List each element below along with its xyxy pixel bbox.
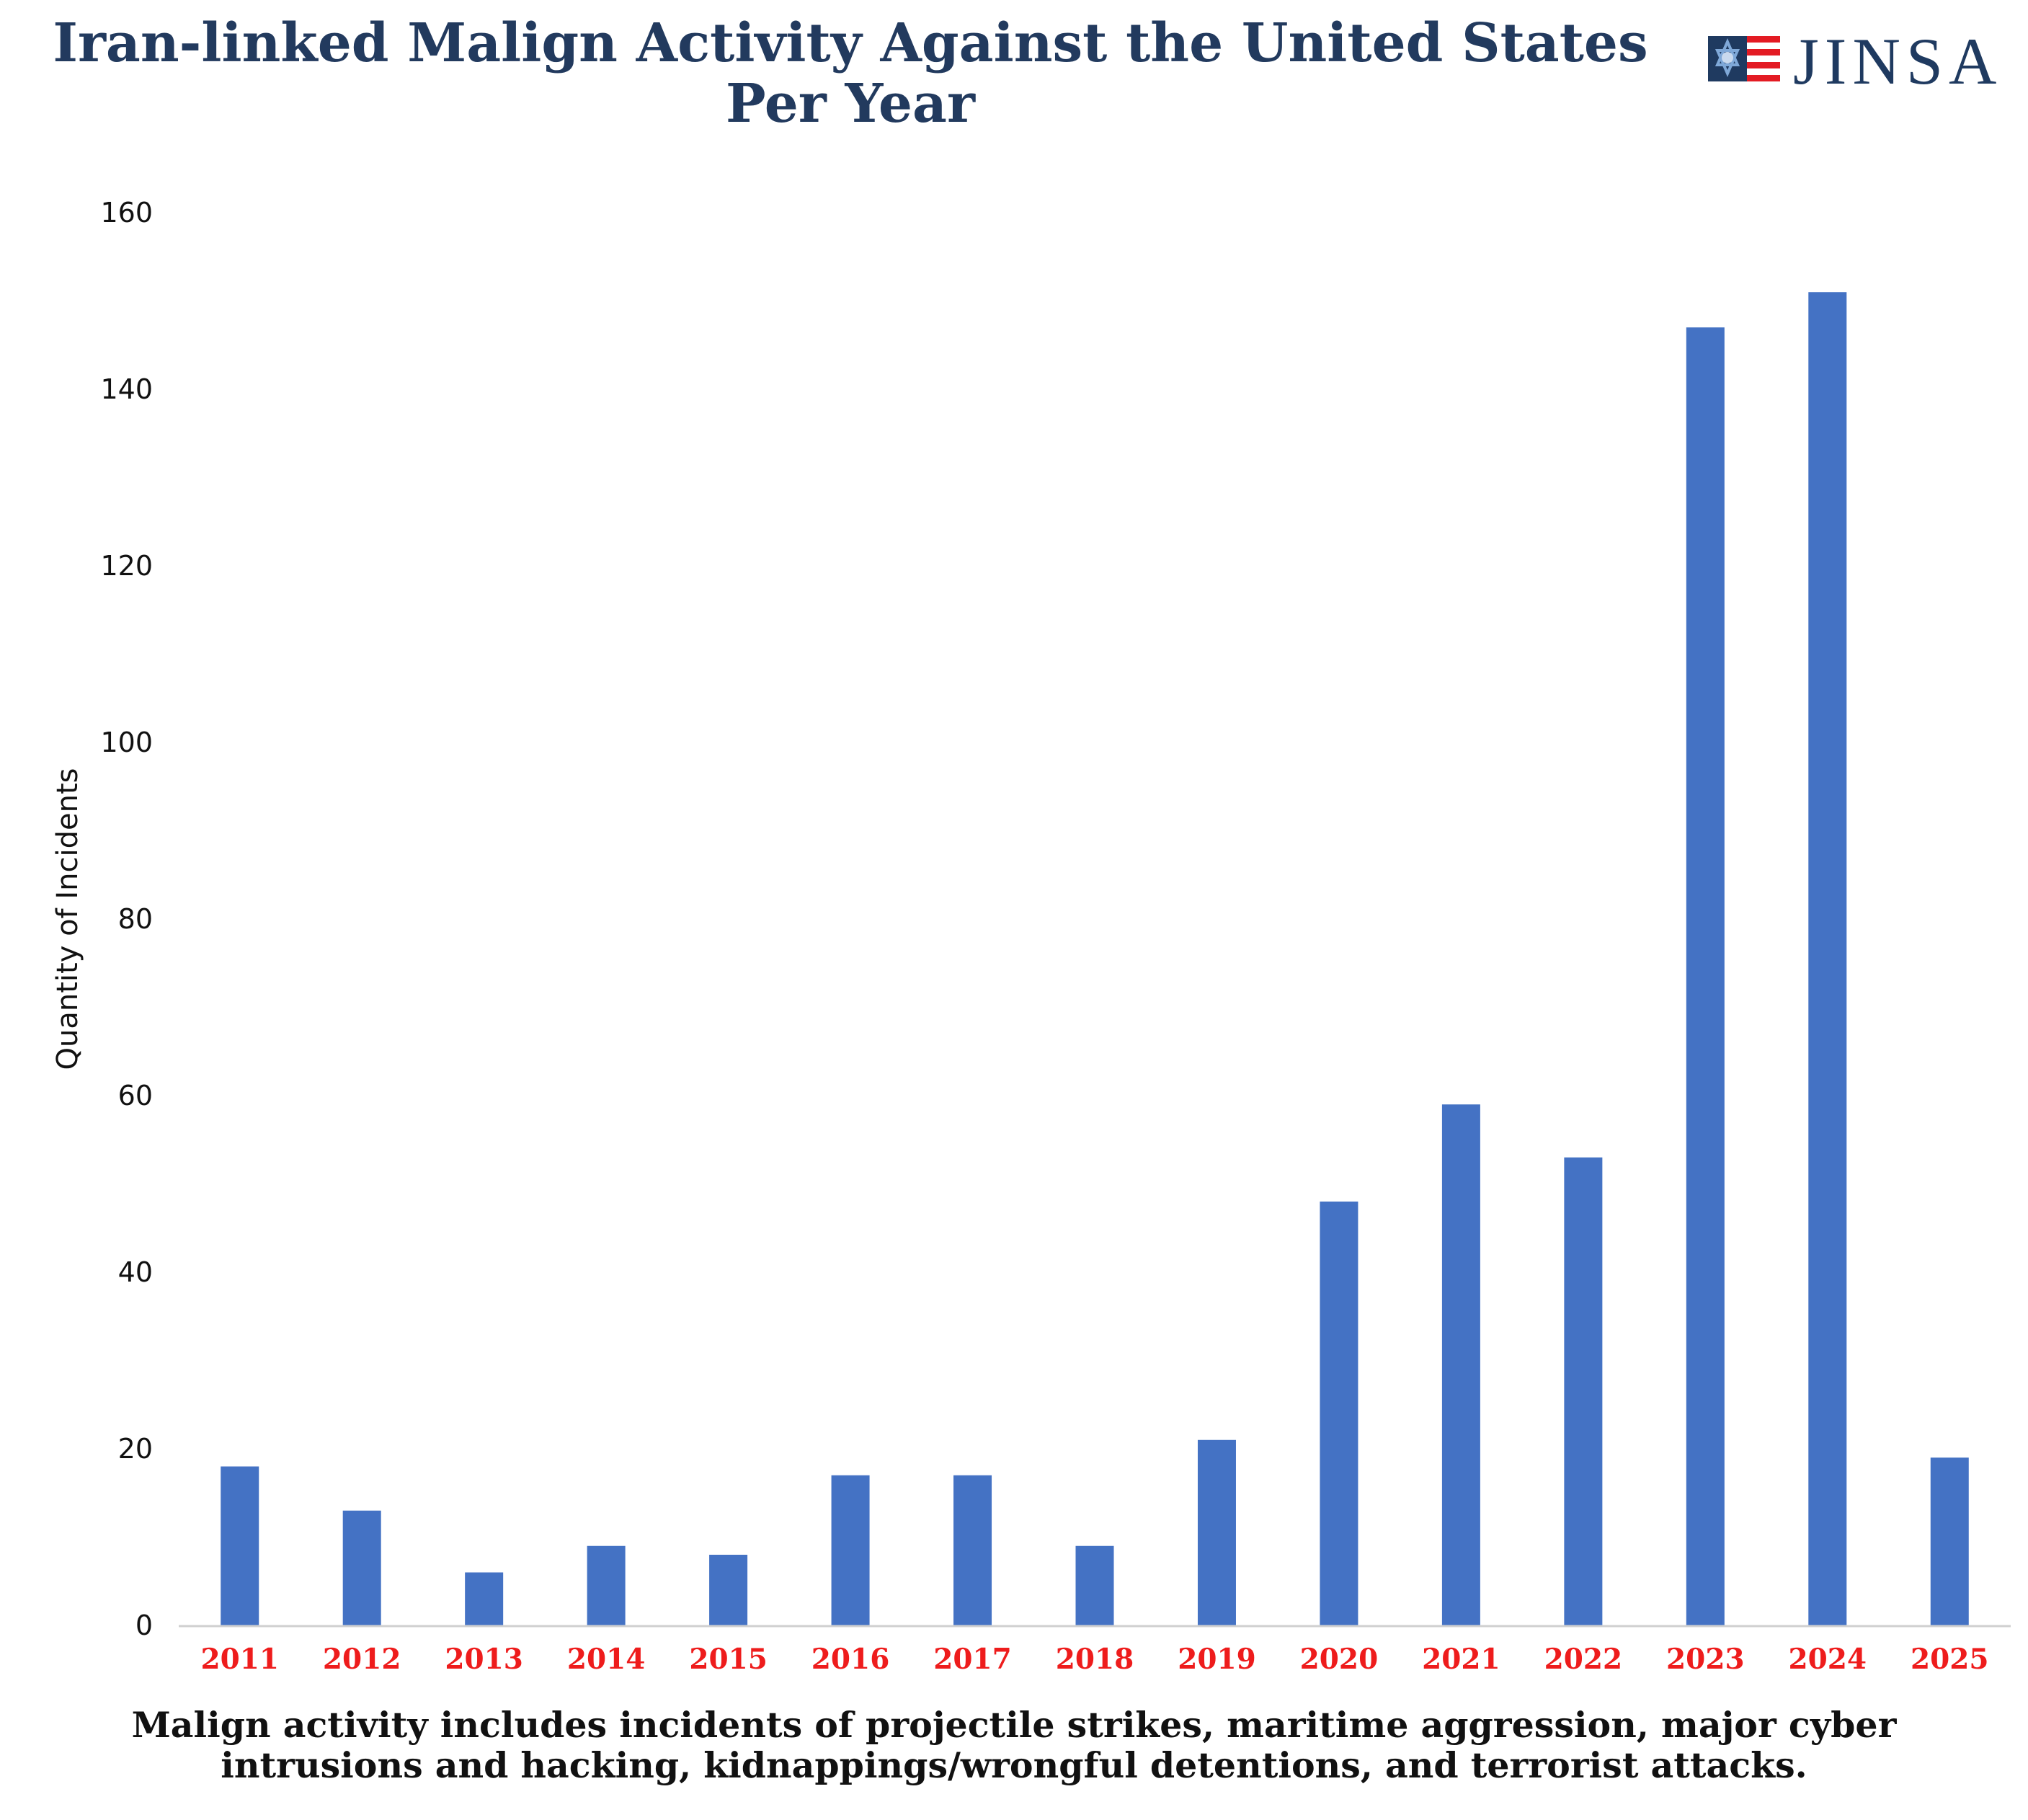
- y-tick-label: 60: [118, 1080, 153, 1111]
- bar-2019: [1197, 1439, 1236, 1625]
- y-tick-label: 20: [118, 1433, 153, 1465]
- x-tick-label: 2016: [811, 1643, 890, 1676]
- x-tick-label: 2024: [1789, 1643, 1867, 1676]
- y-tick-label: 160: [100, 197, 153, 228]
- chart-title-line-2: Per Year: [726, 73, 975, 135]
- bar-2012: [342, 1510, 381, 1625]
- y-tick-label: 80: [118, 903, 153, 935]
- bar-2017: [953, 1475, 992, 1625]
- bar-2022: [1564, 1157, 1603, 1625]
- y-axis-label: Quantity of Incidents: [51, 768, 84, 1070]
- x-tick-label: 2011: [200, 1643, 279, 1676]
- bar-2015: [709, 1555, 748, 1625]
- x-axis-ticks: 2011 2012 2013 2014 2015 2016 2017 2018 2019 2020…: [200, 1643, 1988, 1676]
- footnote-line-1: Malign activity includes incidents of pr…: [131, 1704, 1897, 1746]
- footnote: Malign activity includes incidents of pr…: [0, 1705, 2028, 1785]
- chart-title-line-1: Iran-linked Malign Activity Against the …: [53, 12, 1648, 74]
- flag-star-logo-icon: [1708, 35, 1780, 81]
- bar-2023: [1686, 327, 1725, 1625]
- x-tick-label: 2013: [445, 1643, 523, 1676]
- bar-2024: [1808, 292, 1847, 1625]
- bar-2016: [831, 1475, 870, 1625]
- jinsa-logo: JINSA: [1708, 20, 1996, 99]
- y-tick-label: 0: [135, 1610, 153, 1641]
- bars: [221, 292, 1969, 1625]
- y-tick-label: 120: [100, 550, 153, 582]
- x-tick-label: 2015: [689, 1643, 768, 1676]
- bar-2025: [1930, 1457, 1969, 1625]
- chart-title: Iran-linked Malign Activity Against the …: [0, 13, 1701, 134]
- x-tick-label: 2021: [1422, 1643, 1500, 1676]
- y-tick-label: 100: [100, 727, 153, 758]
- x-tick-label: 2022: [1544, 1643, 1623, 1676]
- x-tick-label: 2014: [567, 1643, 646, 1676]
- bar-2018: [1075, 1545, 1114, 1625]
- y-tick-label: 40: [118, 1256, 153, 1288]
- bar-2011: [221, 1466, 259, 1625]
- y-axis-ticks: 0 20 40 60 80 100 120 140 160: [100, 197, 153, 1641]
- bar-2013: [465, 1572, 504, 1625]
- x-tick-label: 2019: [1178, 1643, 1256, 1676]
- y-tick-label: 140: [100, 373, 153, 405]
- bar-2021: [1441, 1104, 1480, 1625]
- footnote-line-2: intrusions and hacking, kidnappings/wron…: [221, 1744, 1807, 1786]
- x-tick-label: 2017: [933, 1643, 1012, 1676]
- x-tick-label: 2020: [1300, 1643, 1379, 1676]
- x-tick-label: 2012: [323, 1643, 401, 1676]
- bar-2014: [587, 1545, 626, 1625]
- x-tick-label: 2023: [1666, 1643, 1745, 1676]
- x-tick-label: 2018: [1056, 1643, 1134, 1676]
- x-tick-label: 2025: [1911, 1643, 1989, 1676]
- bar-2020: [1320, 1202, 1358, 1625]
- logo-text: JINSA: [1793, 25, 2003, 98]
